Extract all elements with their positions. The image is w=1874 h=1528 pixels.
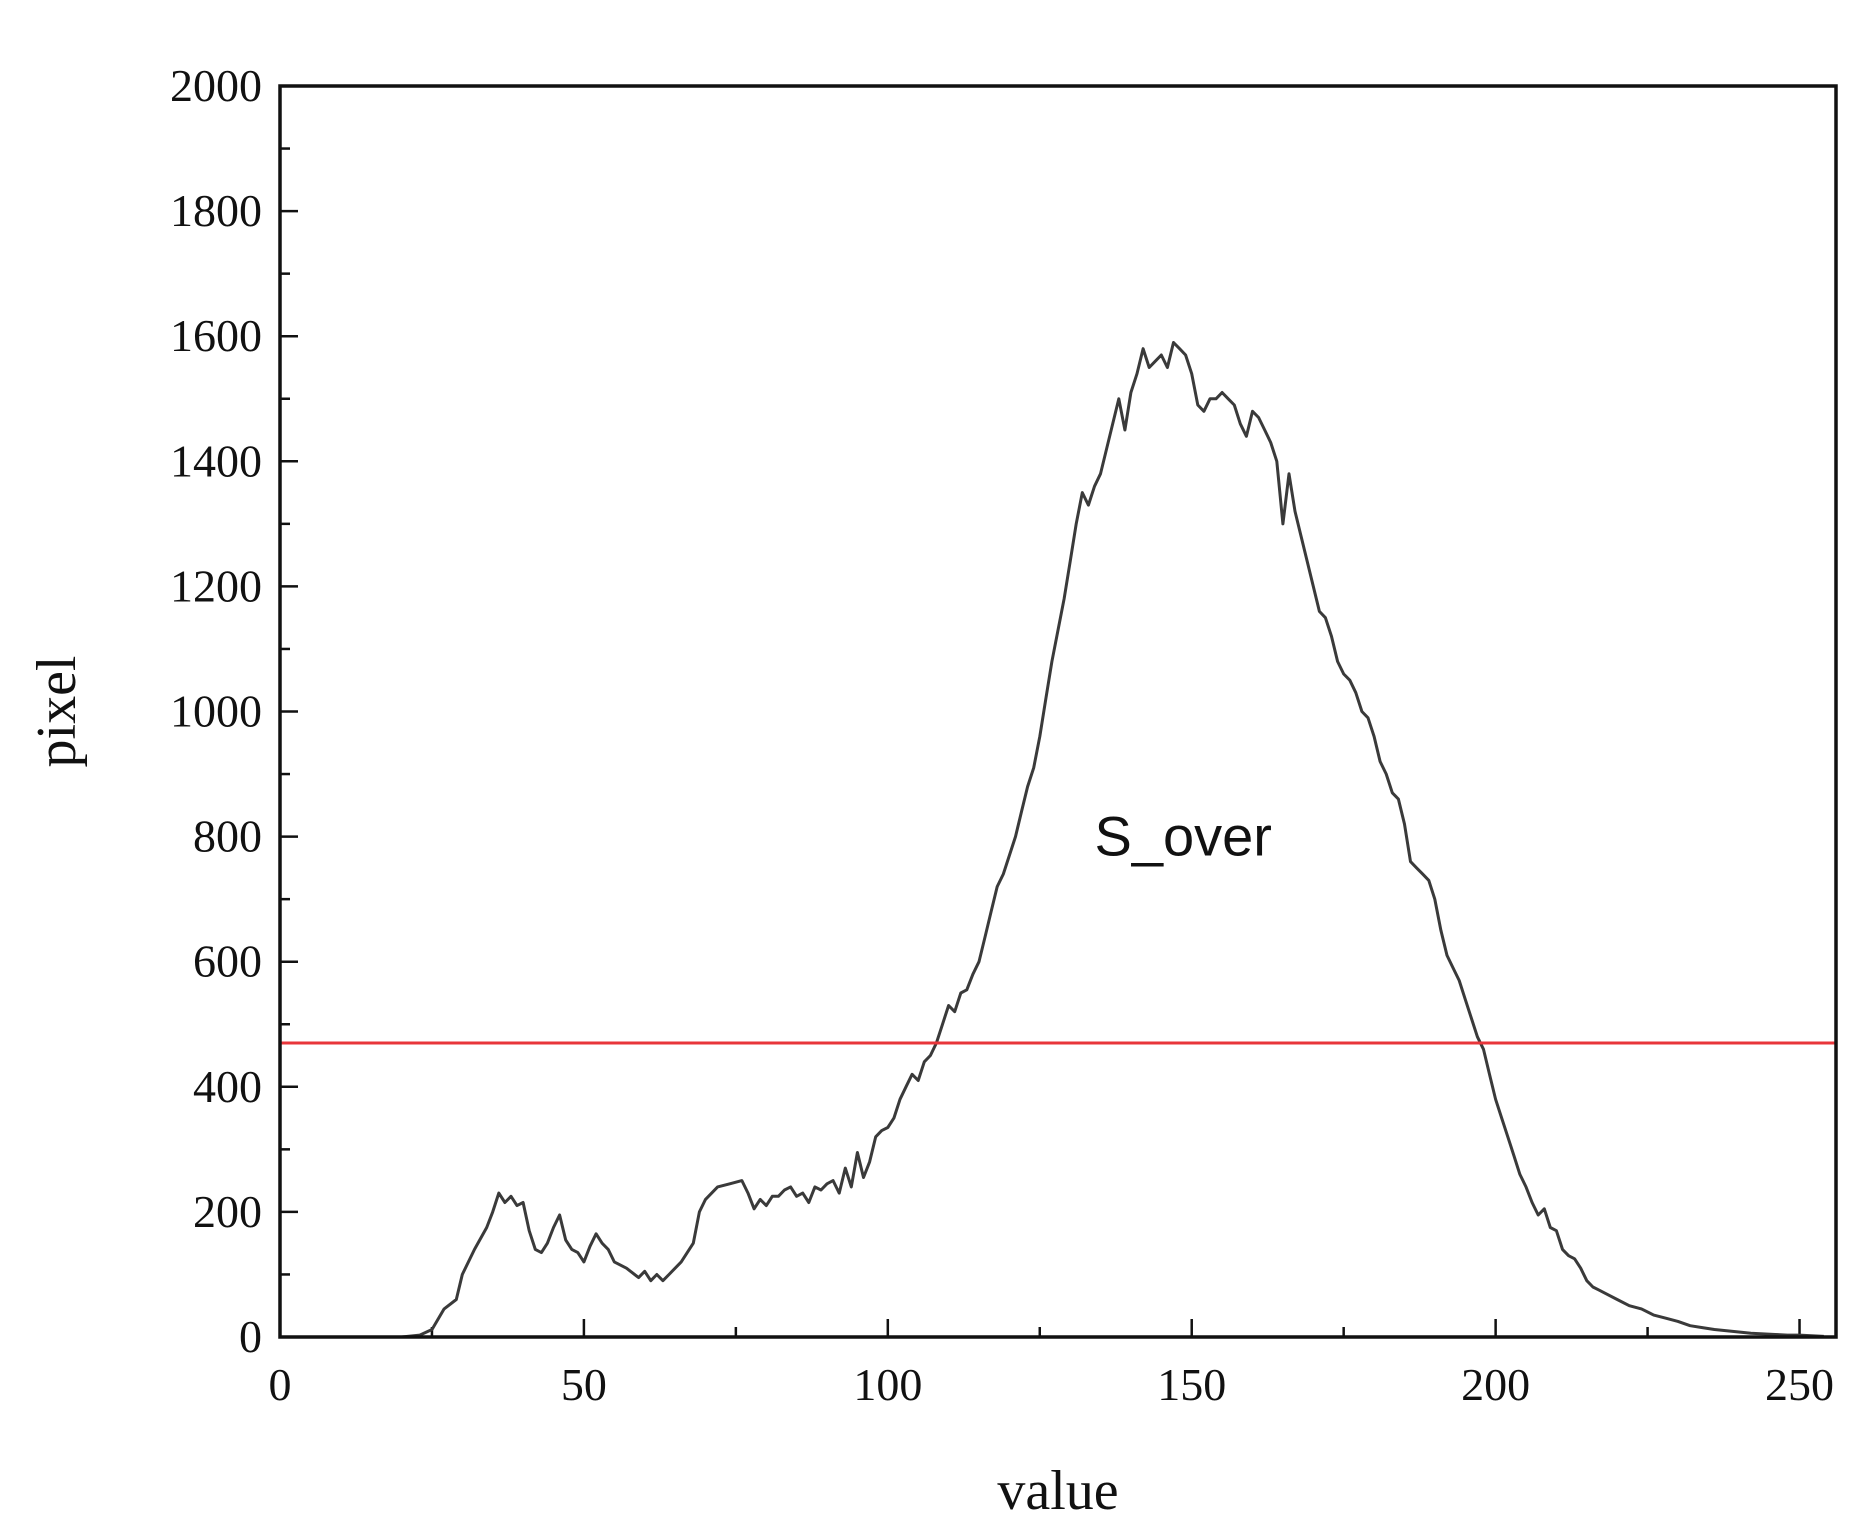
y-tick-label: 1000 — [170, 686, 262, 737]
ticks-layer — [278, 84, 1801, 1339]
y-tick-label: 1600 — [170, 310, 262, 361]
annotation-s-over: S_over — [1094, 804, 1271, 867]
x-tick-label: 200 — [1461, 1359, 1530, 1410]
y-axis-title: pixel — [26, 656, 88, 768]
series-layer — [280, 341, 1824, 1339]
x-tick-label: 50 — [561, 1359, 607, 1410]
x-tick-label: 250 — [1765, 1359, 1834, 1410]
x-tick-label: 100 — [853, 1359, 922, 1410]
y-tick-label: 1200 — [170, 560, 262, 611]
x-axis-title: value — [997, 1460, 1118, 1522]
y-tick-label: 0 — [239, 1311, 262, 1362]
y-tick-label: 200 — [193, 1186, 262, 1237]
y-tick-label: 1400 — [170, 435, 262, 486]
series-line — [280, 341, 1824, 1339]
y-tick-label: 1800 — [170, 185, 262, 236]
y-tick-label: 800 — [193, 811, 262, 862]
x-tick-label: 0 — [269, 1359, 292, 1410]
x-tick-label: 150 — [1157, 1359, 1226, 1410]
y-tick-label: 2000 — [170, 60, 262, 111]
y-tick-label: 400 — [193, 1061, 262, 1112]
tick-labels-layer: 0 50 100 150 200 250 0 200 400 600 800 1000 1200 1400… — [170, 60, 1834, 1410]
plot-frame — [278, 84, 1838, 1339]
y-tick-label: 600 — [193, 936, 262, 987]
